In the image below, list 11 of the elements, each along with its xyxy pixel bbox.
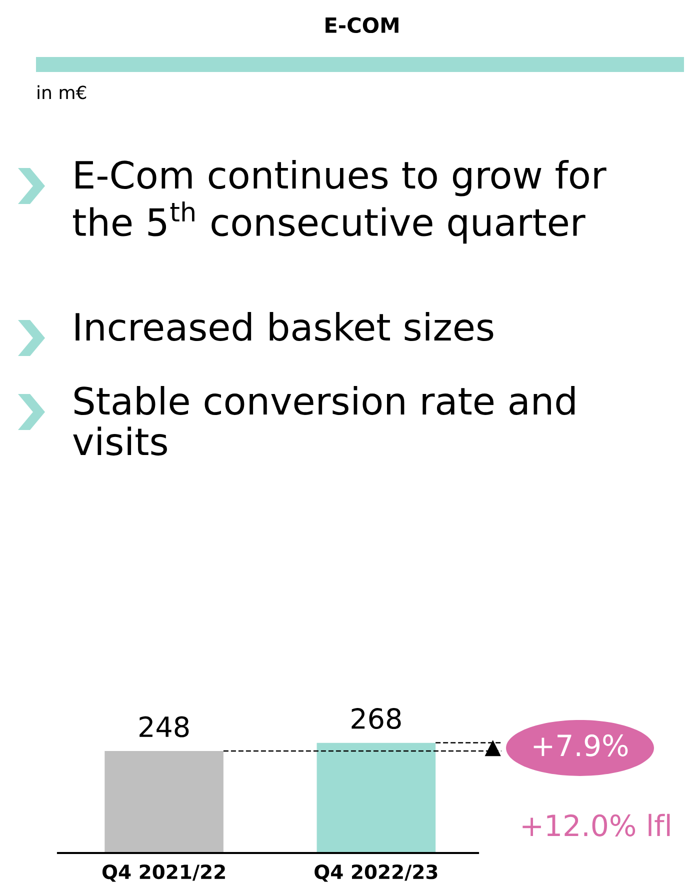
text: Increased basket sizes [76,312,494,342]
x-tick-label: Q4 2021/22 [102,864,225,882]
x-tick-label: Q4 2022/23 [314,864,438,882]
data-label: 268 [352,708,401,730]
text: +7.9% [534,734,628,756]
chart-subtitle: in m€ [38,85,86,100]
chart-title: E-COM [326,17,398,34]
text: Stable conversion rate and visits [73,386,575,456]
text: E-Com continues to grow for the 5$^{th}$ consecutive quarter [73,160,606,244]
text: +12.0% lfl [522,814,670,836]
data-label: 248 [140,716,189,738]
